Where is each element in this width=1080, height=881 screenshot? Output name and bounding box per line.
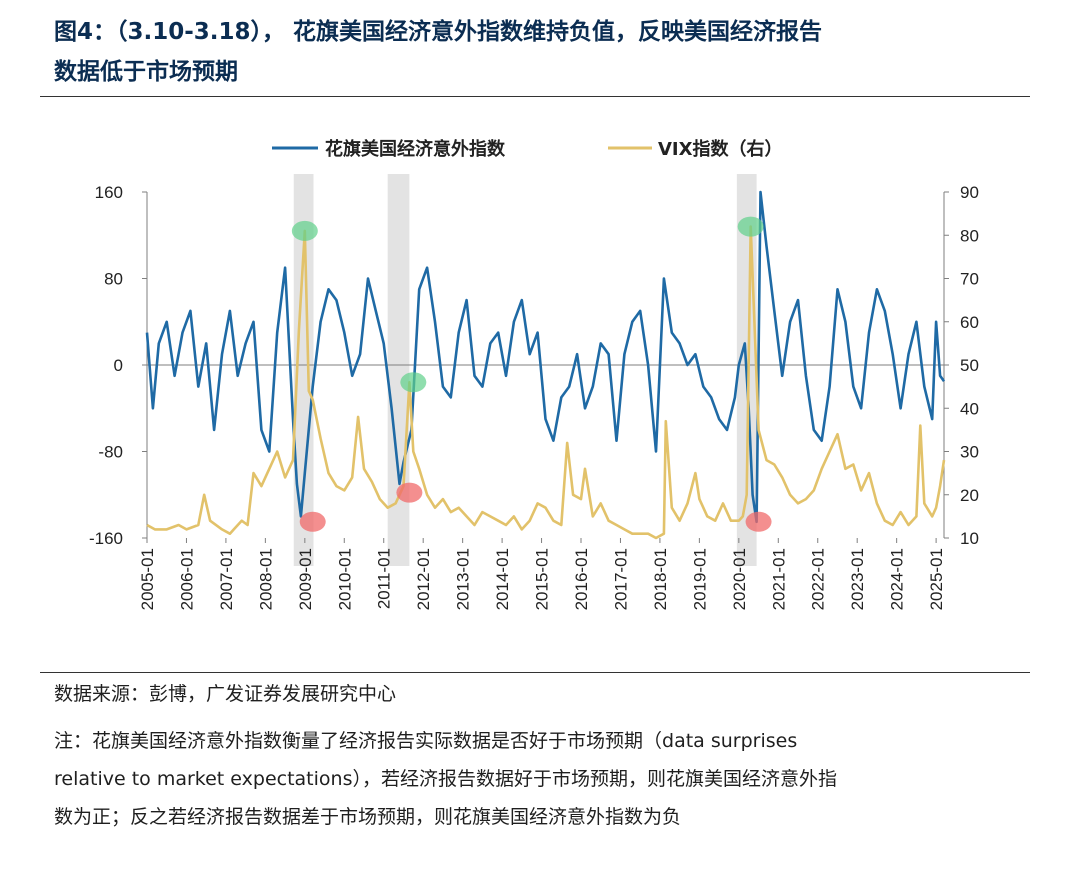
chart: 160 80 0 -80 -160 90 80 70 60 50 40 30 20 10 2005-01 20… [89,138,979,610]
x-tick-label-8: 2013-01 [454,548,473,610]
right-tick-label-1: 80 [960,226,979,245]
note-text: 注：花旗美国经济意外指数衡量了经济报告实际数据是否好于市场预期（data sur… [54,722,1024,836]
highlight-low-3 [745,511,772,532]
left-tick-label-3: -80 [98,443,123,462]
right-tick-label-3: 60 [960,313,979,332]
source-rule [40,672,1030,673]
x-tick-label-13: 2018-01 [651,548,670,610]
legend-label-1: VIX指数（右） [658,138,783,160]
x-tick-label-18: 2023-01 [848,548,867,610]
left-tick-label-4: -160 [89,529,123,548]
x-tick-label-0: 2005-01 [138,548,157,610]
highlight-peak-3 [737,216,764,237]
x-tick-label-11: 2016-01 [572,548,591,610]
x-tick-label-1: 2006-01 [177,548,196,610]
source-text: 数据来源：彭博，广发证券发展研究中心 [54,683,397,705]
highlight-low-2 [396,482,423,503]
x-tick-label-4: 2009-01 [296,548,315,610]
x-tick-label-10: 2015-01 [533,548,552,610]
right-tick-label-7: 20 [960,486,979,505]
x-tick-label-20: 2025-01 [927,548,946,610]
figure-title-line-2: 数据低于市场预期 [54,59,238,85]
figure-title: 图4：（3.10-3.18）， 花旗美国经济意外指数维持负值，反映美国经济报告 … [54,12,1044,92]
right-tick-label-2: 70 [960,270,979,289]
x-tick-label-14: 2019-01 [690,548,709,610]
x-tick-label-9: 2014-01 [493,548,512,610]
title-rule [40,96,1030,97]
highlight-peak-2 [400,372,427,393]
highlight-peak-1 [291,220,318,241]
right-tick-label-6: 30 [960,443,979,462]
left-tick-label-0: 160 [95,183,123,202]
figure-title-line-1: 图4：（3.10-3.18）， 花旗美国经济意外指数维持负值，反映美国经济报告 [54,19,823,45]
note-line-2: relative to market expectations），若经济报告数据… [54,768,837,790]
legend-label-0: 花旗美国经济意外指数 [325,138,506,160]
series-line-1 [146,225,946,540]
x-tick-label-12: 2017-01 [611,548,630,610]
x-tick-label-2: 2007-01 [217,548,236,610]
x-tick-label-16: 2021-01 [769,548,788,610]
x-tick-label-3: 2008-01 [256,548,275,610]
x-tick-label-19: 2024-01 [888,548,907,610]
left-tick-label-1: 80 [104,270,123,289]
x-tick-label-17: 2022-01 [809,548,828,610]
right-tick-label-0: 90 [960,183,979,202]
x-tick-label-5: 2010-01 [335,548,354,610]
crisis-band-1 [293,174,314,566]
note-line-1: 注：花旗美国经济意外指数衡量了经济报告实际数据是否好于市场预期（data sur… [54,730,798,752]
highlight-low-1 [299,511,326,532]
x-tick-label-6: 2011-01 [375,548,394,609]
right-tick-label-4: 50 [960,356,979,375]
x-tick-label-15: 2020-01 [730,548,749,610]
note-line-3: 数为正；反之若经济报告数据差于市场预期，则花旗美国经济意外指数为负 [54,806,682,828]
right-tick-label-5: 40 [960,399,979,418]
x-tick-label-7: 2012-01 [414,548,433,610]
series-line-0 [145,190,946,524]
left-tick-label-2: 0 [114,356,123,375]
right-tick-label-8: 10 [960,529,979,548]
